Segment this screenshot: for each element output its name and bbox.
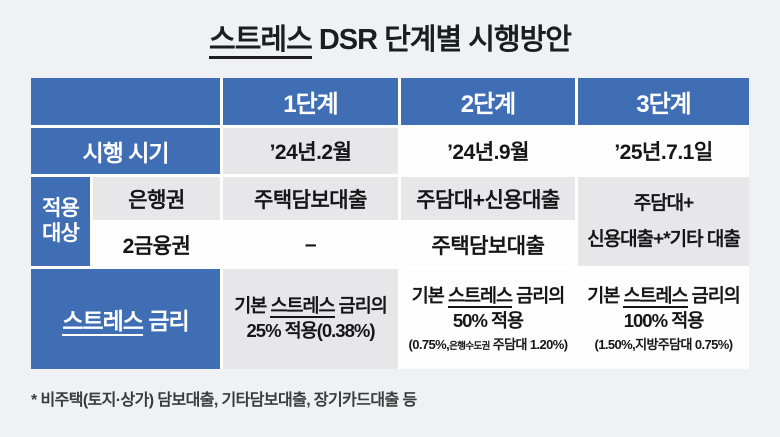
rate-label-rest: 금리 <box>142 308 189 334</box>
rate-step3-line2: 100% 적용 <box>623 310 704 332</box>
timing-step1-cell: ’24년.2월 <box>223 128 398 174</box>
scope-label-line2: 대상 <box>42 221 80 245</box>
dsr-table: 1단계 2단계 3단계 시행 시기 ’24년.2월 ’24년.9월 ’25년.7… <box>31 78 749 369</box>
rate-step2-note: (0.75%,은행수도권 주담대 1.20%) <box>408 336 568 354</box>
scope-step3-lines: 주담대+ 신용대출+*기타 대출 <box>587 186 741 256</box>
nonbank-step1-cell: – <box>223 223 398 266</box>
rate-step2-line1-prefix: 기본 <box>411 285 448 307</box>
timing-label: 시행 시기 <box>82 140 169 166</box>
bank-step2-value: 주담대+신용대출 <box>416 188 560 212</box>
scope-step3-line1: 주담대+ <box>633 193 695 215</box>
rate-step1-line1-suffix: 금리의 <box>334 295 388 317</box>
title-underlined-word: 스트레스 <box>209 24 313 59</box>
page-title: 스트레스 DSR 단계별 시행방안 <box>0 16 780 59</box>
header-step2-label: 2단계 <box>460 91 517 118</box>
rate-step3-line1: 기본 스트레스 금리의 <box>587 284 741 309</box>
header-step1-label: 1단계 <box>283 91 339 118</box>
rate-step2-line1-underlined: 스트레스 <box>447 285 513 309</box>
rate-step3-line1-prefix: 기본 <box>587 285 624 307</box>
timing-label-cell: 시행 시기 <box>31 128 220 174</box>
rate-step2-line2: 50% 적용 <box>452 310 524 332</box>
rate-step3-cell: 기본 스트레스 금리의 100% 적용 (1.50%,지방주담대 0.75%) <box>578 269 749 369</box>
rate-step2-line1-suffix: 금리의 <box>512 285 565 307</box>
rate-step2-lines: 기본 스트레스 금리의 50% 적용 (0.75%,은행수도권 주담대 1.20… <box>408 284 568 354</box>
scope-label-cell: 적용 대상 <box>31 177 90 266</box>
header-step2-cell: 2단계 <box>401 78 575 125</box>
rate-step3-line1-underlined: 스트레스 <box>623 285 689 309</box>
rate-label-cell: 스트레스 금리 <box>31 269 220 369</box>
rate-label: 스트레스 금리 <box>62 302 190 336</box>
header-step1-cell: 1단계 <box>223 78 398 125</box>
scope-step3-line2: 신용대출+*기타 대출 <box>587 228 741 250</box>
nonbank-label-cell: 2금융권 <box>93 223 220 266</box>
nonbank-step2-cell: 주택담보대출 <box>401 223 575 266</box>
rate-step3-lines: 기본 스트레스 금리의 100% 적용 (1.50%,지방주담대 0.75%) <box>587 284 741 353</box>
rate-label-underlined: 스트레스 <box>62 308 144 336</box>
timing-step1-value: ’24년.2월 <box>269 141 352 164</box>
rate-step1-line1-prefix: 기본 <box>234 295 271 317</box>
nonbank-label: 2금융권 <box>122 234 191 258</box>
rate-step1-lines: 기본 스트레스 금리의 25% 적용(0.38%) <box>234 294 388 344</box>
timing-step2-cell: ’24년.9월 <box>401 128 575 174</box>
bank-step2-cell: 주담대+신용대출 <box>401 177 575 220</box>
rate-step3-line1-suffix: 금리의 <box>687 285 741 307</box>
rate-step2-line1: 기본 스트레스 금리의 <box>411 284 565 309</box>
scope-label-line1: 적용 <box>42 197 80 221</box>
timing-step3-value: ’25년.7.1일 <box>614 141 713 164</box>
bank-label-cell: 은행권 <box>93 177 220 220</box>
nonbank-step1-value: – <box>304 232 317 256</box>
timing-step2-value: ’24년.9월 <box>447 141 529 164</box>
title-rest: DSR 단계별 시행방안 <box>311 24 572 56</box>
timing-step3-cell: ’25년.7.1일 <box>578 128 749 174</box>
nonbank-step2-value: 주택담보대출 <box>431 234 545 258</box>
scope-step3-merged-cell: 주담대+ 신용대출+*기타 대출 <box>578 177 749 266</box>
header-step3-cell: 3단계 <box>578 78 749 125</box>
bank-label: 은행권 <box>128 188 185 212</box>
rate-step2-note-small: 은행수도권 <box>449 341 490 353</box>
rate-step1-cell: 기본 스트레스 금리의 25% 적용(0.38%) <box>223 269 398 369</box>
bank-step1-value: 주택담보대출 <box>254 188 367 212</box>
footnote: * 비주택(토지·상가) 담보대출, 기타담보대출, 장기카드대출 등 <box>31 392 417 409</box>
header-step3-label: 3단계 <box>636 91 692 118</box>
bank-step1-cell: 주택담보대출 <box>223 177 398 220</box>
scope-label-lines: 적용 대상 <box>42 197 80 245</box>
rate-step2-cell: 기본 스트레스 금리의 50% 적용 (0.75%,은행수도권 주담대 1.20… <box>401 269 575 369</box>
rate-step2-note-suffix: 주담대 1.20%) <box>489 337 568 353</box>
rate-step1-line1-underlined: 스트레스 <box>270 295 336 319</box>
rate-step1-line1: 기본 스트레스 금리의 <box>234 294 388 319</box>
rate-step1-line2: 25% 적용(0.38%) <box>246 320 376 341</box>
rate-step3-note: (1.50%,지방주담대 0.75%) <box>594 337 733 353</box>
header-corner-cell <box>31 78 220 125</box>
rate-step2-note-prefix: (0.75%, <box>408 337 450 353</box>
